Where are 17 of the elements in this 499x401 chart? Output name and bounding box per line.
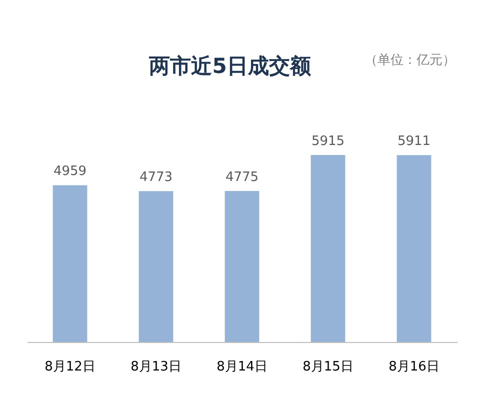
chart-title: 两市近5日成交额 [148, 54, 312, 78]
bar [396, 155, 432, 342]
data-label: 4959 [53, 164, 87, 180]
data-label: 5915 [311, 134, 345, 149]
x-tick-label: 8月12日 [44, 360, 96, 374]
data-label: 4775 [225, 170, 259, 186]
text: （单位：亿元） [364, 53, 456, 68]
bar [52, 185, 88, 342]
x-tick-label: 8月15日 [302, 360, 354, 374]
data-label: 4773 [139, 170, 173, 186]
bar [310, 155, 346, 342]
x-tick-label: 8月14日 [216, 360, 268, 374]
x-tick-label: 8月16日 [388, 360, 440, 374]
data-label: 5911 [397, 134, 431, 150]
x-tick-label: 8月13日 [130, 360, 182, 374]
bar [224, 191, 260, 342]
bar [138, 191, 174, 342]
